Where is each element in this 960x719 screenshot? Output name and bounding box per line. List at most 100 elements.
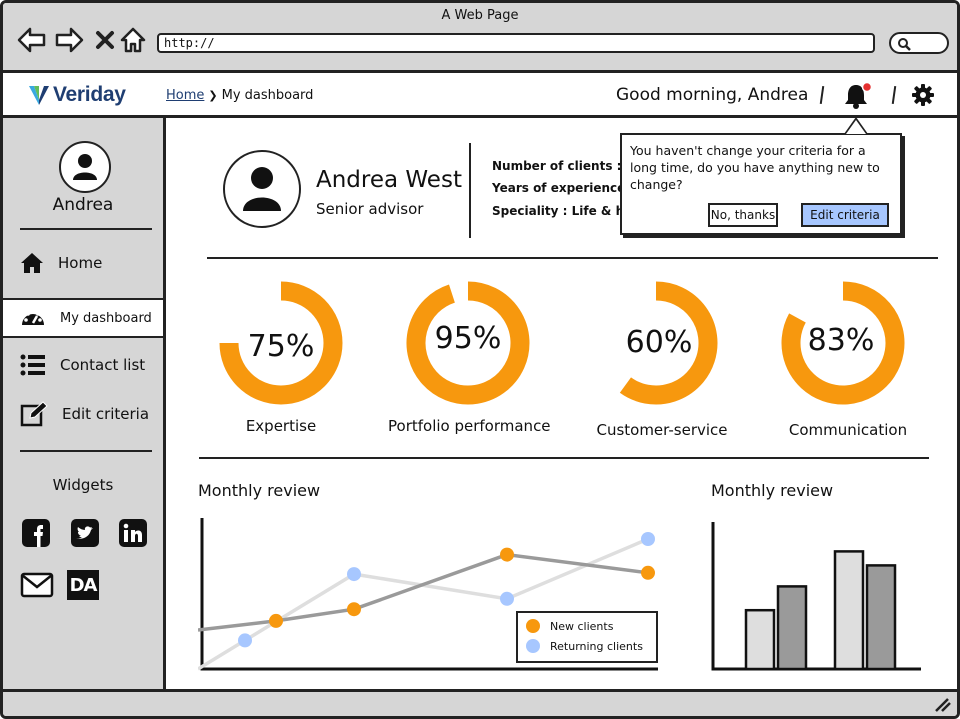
home-browser-icon[interactable] xyxy=(118,25,148,55)
bar-chart xyxy=(711,522,921,671)
gauge-arc xyxy=(219,281,343,405)
address-bar[interactable]: http:// xyxy=(157,33,875,53)
sidebar-divider xyxy=(20,228,152,230)
edit-criteria-button[interactable]: Edit criteria xyxy=(801,203,889,227)
browser-search[interactable] xyxy=(889,32,949,54)
new-clients-point xyxy=(347,602,361,617)
settings-gear-icon[interactable] xyxy=(911,83,935,111)
gauge-label: Communication xyxy=(788,421,908,439)
sidebar-item-label: Home xyxy=(58,254,103,272)
returning-clients-point xyxy=(238,633,252,648)
stat-number-of-clients: Number of clients : xyxy=(492,159,622,173)
returning-clients-point xyxy=(347,567,361,582)
returning-clients-point xyxy=(500,591,514,606)
gauge-expertise xyxy=(219,281,343,405)
gauge-arc xyxy=(619,281,718,405)
breadcrumb: Home ❯ My dashboard xyxy=(166,88,313,103)
bar xyxy=(865,564,897,671)
edit-icon xyxy=(20,401,48,427)
window-title: A Web Page xyxy=(441,8,519,23)
gauge-label: Customer-service xyxy=(596,421,728,439)
legend-label: New clients xyxy=(550,619,614,633)
logo-text: Veriday xyxy=(53,83,126,106)
twitter-icon[interactable] xyxy=(70,518,100,548)
header-divider xyxy=(891,85,897,105)
chart-axes xyxy=(200,518,658,671)
section-divider xyxy=(207,257,938,259)
notification-bell-icon[interactable] xyxy=(843,81,873,114)
status-bar xyxy=(3,689,957,716)
close-icon[interactable] xyxy=(90,25,120,55)
home-icon xyxy=(21,253,43,273)
user-icon xyxy=(73,154,97,180)
header-divider xyxy=(819,85,825,105)
returning-clients-point xyxy=(641,532,655,546)
legend-dot-icon xyxy=(526,619,540,633)
popover-message: You haven't change your criteria for a l… xyxy=(630,143,880,192)
veriday-logo[interactable]: Veriday xyxy=(28,83,126,107)
gauge-arc xyxy=(406,281,530,405)
stat-speciality: Speciality : Life & he xyxy=(492,204,633,218)
gauge-value: 95% xyxy=(434,321,502,356)
user-icon xyxy=(243,167,281,211)
app-header: Veriday Home ❯ My dashboard Good morning… xyxy=(3,73,957,118)
sidebar-item-label: My dashboard xyxy=(60,310,152,326)
sidebar-item-dashboard[interactable]: My dashboard xyxy=(3,298,165,338)
email-icon[interactable] xyxy=(20,570,54,600)
widgets-title: Widgets xyxy=(52,476,114,494)
section-divider xyxy=(199,457,929,459)
linkedin-icon[interactable] xyxy=(118,518,148,548)
greeting-text: Good morning, Andrea xyxy=(616,85,809,105)
gauge-communication xyxy=(781,281,905,405)
gauge-portfolio-performance xyxy=(406,281,530,405)
criteria-reminder-popover: You haven't change your criteria for a l… xyxy=(620,133,902,235)
chart-legend: New clients Returning clients xyxy=(516,611,658,663)
sidebar-item-contact-list[interactable]: Contact list xyxy=(3,345,163,385)
back-icon[interactable] xyxy=(17,25,47,55)
sidebar-item-label: Contact list xyxy=(60,356,146,374)
da-widget-icon[interactable]: DA xyxy=(67,570,99,600)
gauge-label: Portfolio performance xyxy=(388,417,551,435)
bar xyxy=(833,550,865,671)
dashboard-icon xyxy=(22,310,44,325)
sidebar: Andrea Home My dashboard Contact list xyxy=(3,118,166,693)
sidebar-divider xyxy=(20,450,152,452)
gauge-customer-service xyxy=(619,281,718,405)
logo-mark-icon xyxy=(29,86,49,105)
sidebar-user-name: Andrea xyxy=(52,195,114,215)
resize-grip-icon[interactable] xyxy=(933,696,951,712)
breadcrumb-separator-icon: ❯ xyxy=(208,89,218,102)
legend-item: Returning clients xyxy=(526,639,643,653)
new-clients-point xyxy=(641,565,655,580)
sidebar-item-edit-criteria[interactable]: Edit criteria xyxy=(3,394,163,434)
profile-role: Senior advisor xyxy=(316,200,424,218)
legend-item: New clients xyxy=(526,619,613,633)
avatar[interactable] xyxy=(59,141,111,193)
bar xyxy=(776,585,808,671)
profile-avatar xyxy=(223,150,301,228)
profile-divider xyxy=(469,143,471,238)
gauge-arc xyxy=(781,281,905,405)
bar xyxy=(744,608,776,671)
gauge-value: 60% xyxy=(625,325,693,360)
new-clients-point xyxy=(269,613,283,628)
forward-icon[interactable] xyxy=(54,25,84,55)
breadcrumb-current: My dashboard xyxy=(221,88,314,103)
sidebar-item-home[interactable]: Home xyxy=(3,243,163,283)
line-chart-title: Monthly review xyxy=(198,481,321,500)
sidebar-item-label: Edit criteria xyxy=(62,405,150,423)
new-clients-point xyxy=(500,547,514,562)
browser-toolbar: A Web Page http:// xyxy=(3,3,957,73)
no-thanks-button[interactable]: No, thanks xyxy=(708,203,778,227)
line-chart xyxy=(198,518,658,671)
stat-years-experience: Years of experience xyxy=(492,181,626,195)
popover-arrow-fill xyxy=(846,120,866,134)
facebook-icon[interactable] xyxy=(21,518,51,548)
gauge-label: Expertise xyxy=(245,417,317,435)
search-icon xyxy=(898,38,911,51)
list-icon xyxy=(20,354,45,376)
breadcrumb-home-link[interactable]: Home xyxy=(166,88,205,103)
bar-chart-title: Monthly review xyxy=(711,481,834,500)
gauge-value: 83% xyxy=(807,323,875,358)
